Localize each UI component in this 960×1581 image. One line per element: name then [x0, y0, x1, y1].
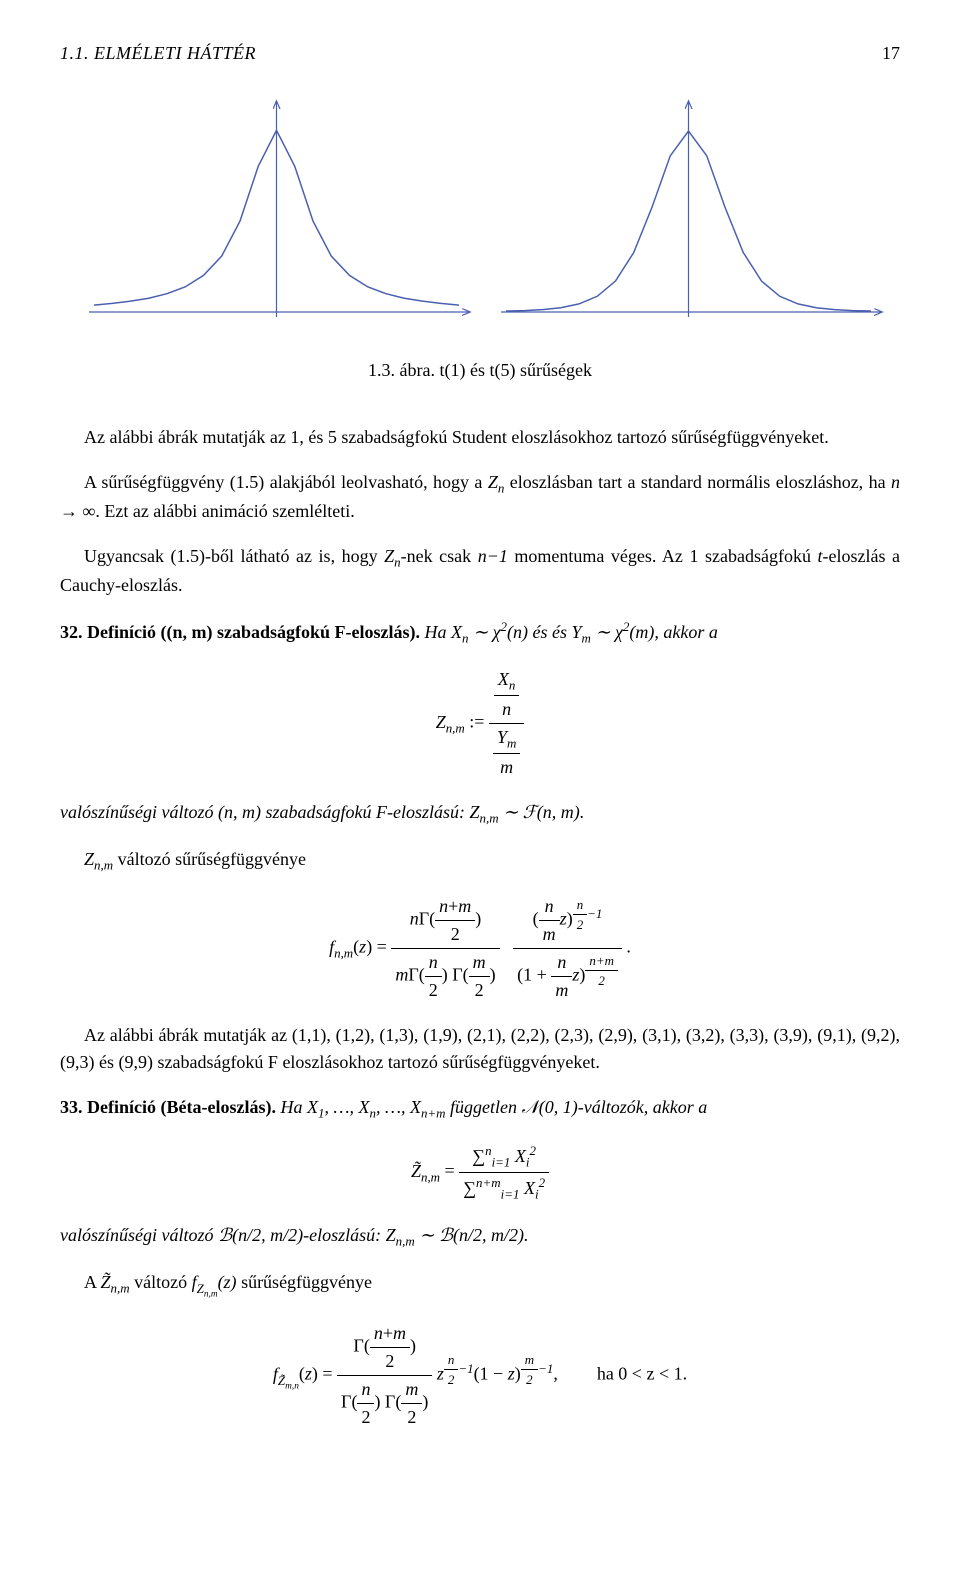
equation-fnm-density: fn,m(z) = nΓ(n+m2) mΓ(n2) Γ(m2) (nmz)n2−…	[60, 893, 900, 1004]
equation-Ztilde-def: Z̃n,m = ∑ni=1 Xi2 ∑n+mi=1 Xi2	[60, 1141, 900, 1204]
math-Zn2: Zn	[384, 546, 401, 566]
density-intro-33: A Z̃n,m változó fZn,m(z) sűrűségfüggvény…	[60, 1269, 900, 1302]
def-32-title: ((n, m) szabadságfokú F-eloszlás).	[161, 622, 421, 642]
chart-t5-density	[486, 97, 886, 337]
def-32-number: 32. Definíció	[60, 622, 156, 642]
condition-domain: ha 0 < z < 1.	[597, 1364, 687, 1384]
paragraph-intro: Az alábbi ábrák mutatják az 1, és 5 szab…	[60, 424, 900, 451]
figure-caption: 1.3. ábra. t(1) és t(5) sűrűségek	[60, 357, 900, 384]
paragraph-limit: A sűrűségfüggvény (1.5) alakjából leolva…	[60, 469, 900, 525]
def-32-tail: valószínűségi változó (n, m) szabadságfo…	[60, 799, 900, 828]
definition-33: 33. Definíció (Béta-eloszlás). Ha X1, …,…	[60, 1094, 900, 1123]
math-Znm-Beta: Zn,m ∼ ℬ(n/2, m/2)	[386, 1225, 524, 1245]
math-Beta-params: ℬ(n/2, m/2)	[218, 1225, 303, 1245]
equation-Znm-def: Zn,m := Xnn Ymm	[60, 666, 900, 781]
math-Znm-F: Zn,m ∼ ℱ(n, m)	[469, 802, 579, 822]
def-33-number: 33. Definíció	[60, 1097, 156, 1117]
math-Zn: Zn	[488, 472, 505, 492]
section-header: 1.1. ELMÉLETI HÁTTÉR	[60, 40, 256, 67]
figure-container	[60, 97, 900, 337]
math-n-minus-1: n−1	[478, 546, 508, 566]
equation-beta-density: fZ̃m,n(z) = Γ(n+m2) Γ(n2) Γ(m2) zn2−1(1 …	[60, 1320, 900, 1431]
definition-32: 32. Definíció ((n, m) szabadságfokú F-el…	[60, 617, 900, 648]
math-Ym-chi2m: Ym ∼ χ2(m)	[571, 622, 654, 642]
math-Znm-var: Zn,m	[84, 849, 113, 869]
def-33-tail: valószínűségi változó ℬ(n/2, m/2)-eloszl…	[60, 1222, 900, 1251]
math-Xn-chi2n: Xn ∼ χ2(n)	[451, 622, 528, 642]
math-N01: 𝒩(0, 1)	[522, 1097, 578, 1117]
paragraph-moment: Ugyancsak (1.5)-ből látható az is, hogy …	[60, 543, 900, 599]
paragraph-f-list: Az alábbi ábrák mutatják az (1,1), (1,2)…	[60, 1022, 900, 1076]
def-33-title: (Béta-eloszlás).	[161, 1097, 276, 1117]
math-X-sequence: X1, …, Xn, …, Xn+m	[307, 1097, 446, 1117]
math-Ztilde-var: Z̃n,m	[101, 1272, 130, 1292]
page-number: 17	[882, 40, 900, 67]
chart-t1-density	[74, 97, 474, 337]
page-header: 1.1. ELMÉLETI HÁTTÉR 17	[60, 40, 900, 67]
math-fZnm: fZn,m(z)	[192, 1272, 237, 1292]
density-intro-32: Zn,m változó sűrűségfüggvénye	[60, 846, 900, 875]
